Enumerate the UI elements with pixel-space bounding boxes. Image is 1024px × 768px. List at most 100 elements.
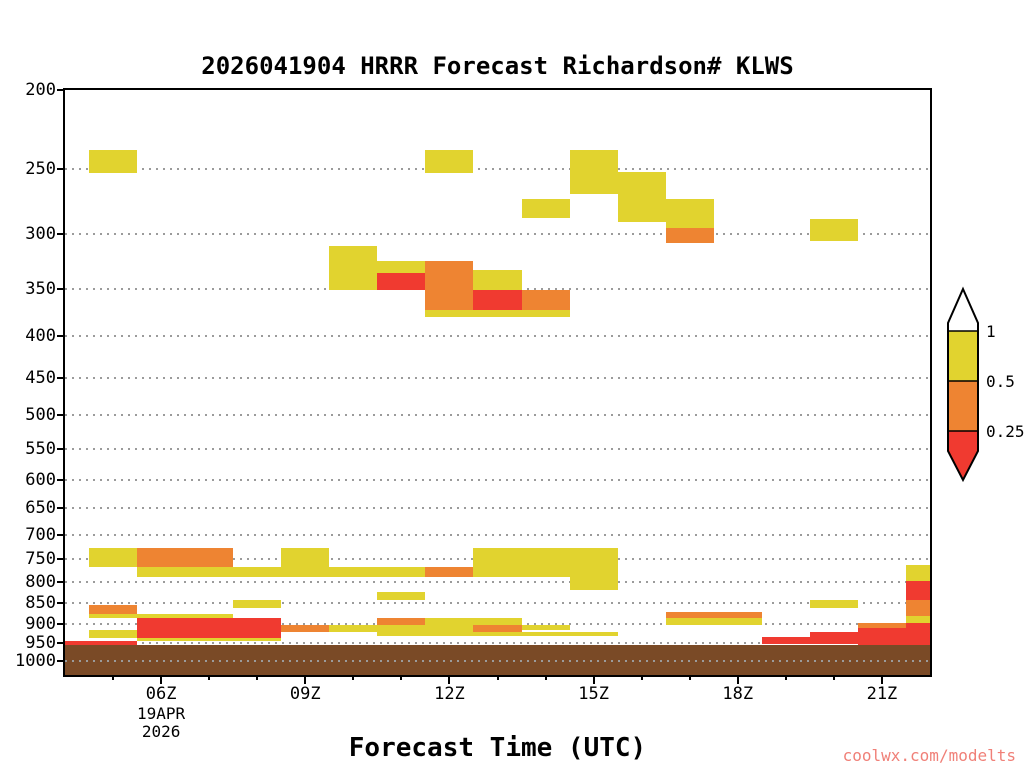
ri-block-y xyxy=(521,624,570,630)
ri-block-o xyxy=(425,261,474,311)
ri-block-r xyxy=(905,622,930,645)
ri-block-y xyxy=(377,261,426,274)
x-tick xyxy=(160,675,163,684)
ri-block-y xyxy=(89,547,138,567)
ri-block-y xyxy=(617,172,666,222)
ri-block-o xyxy=(425,566,474,578)
ri-block-y xyxy=(89,150,138,174)
y-tick xyxy=(57,660,65,663)
ri-block-y xyxy=(137,566,426,578)
y-tick xyxy=(57,602,65,605)
y-tick xyxy=(57,478,65,481)
colorbar-segment-below-0.25 xyxy=(948,431,978,480)
x-tick xyxy=(736,675,739,684)
x-minor-tick xyxy=(400,675,403,680)
y-tick xyxy=(57,376,65,379)
ri-block-o xyxy=(137,547,234,567)
y-tick-label: 650 xyxy=(25,498,56,519)
y-tick xyxy=(57,287,65,290)
ri-block-o xyxy=(377,618,426,625)
grid-line xyxy=(65,168,930,171)
watermark: coolwx.com/modelts xyxy=(842,746,1016,765)
ri-block-y xyxy=(569,547,618,590)
y-tick-label: 500 xyxy=(25,405,56,426)
x-minor-tick xyxy=(688,675,691,680)
date-label-year: 2026 xyxy=(141,722,181,741)
ri-block-r xyxy=(377,273,426,290)
ri-block-y xyxy=(89,629,138,638)
ri-block-o xyxy=(665,227,714,244)
x-tick xyxy=(304,675,307,684)
x-tick-label: 06Z xyxy=(145,684,177,704)
y-tick-label: 550 xyxy=(25,438,56,459)
ri-block-y xyxy=(377,591,426,601)
ri-block-y xyxy=(809,600,858,609)
grid-line xyxy=(65,602,930,605)
grid-line xyxy=(65,447,930,450)
ri-block-r xyxy=(137,618,282,638)
terrain-fill xyxy=(65,644,930,675)
x-minor-tick xyxy=(112,675,115,680)
grid-line xyxy=(65,580,930,583)
grid-line xyxy=(65,641,930,644)
colorbar-label-0.5: 0.5 xyxy=(986,372,1015,391)
grid-line xyxy=(65,414,930,417)
grid-line xyxy=(65,660,930,663)
plot-area xyxy=(65,90,930,675)
y-tick xyxy=(57,414,65,417)
ri-block-y xyxy=(377,631,618,637)
y-tick xyxy=(57,89,65,91)
ri-block-o xyxy=(521,289,570,311)
y-tick-label: 950 xyxy=(25,632,56,653)
chart-title: 2026041904 HRRR Forecast Richardson# KLW… xyxy=(201,52,794,80)
colorbar-segment-0.25-0.5 xyxy=(948,381,978,431)
y-tick xyxy=(57,334,65,337)
y-tick-label: 250 xyxy=(25,159,56,180)
grid-line xyxy=(65,507,930,510)
x-tick-label: 21Z xyxy=(866,684,898,704)
y-tick-label: 850 xyxy=(25,593,56,614)
y-tick-label: 800 xyxy=(25,571,56,592)
ri-block-r xyxy=(65,641,138,645)
ri-block-o xyxy=(857,622,906,629)
y-tick-label: 350 xyxy=(25,278,56,299)
y-tick xyxy=(57,533,65,536)
ri-block-y xyxy=(425,150,474,174)
x-tick xyxy=(448,675,451,684)
ri-block-y xyxy=(281,547,330,567)
grid-line xyxy=(65,533,930,536)
y-tick-label: 400 xyxy=(25,325,56,346)
y-tick-label: 450 xyxy=(25,367,56,388)
grid-line xyxy=(65,232,930,235)
ri-block-y xyxy=(473,269,522,290)
ri-block-y xyxy=(137,637,282,641)
ri-block-y xyxy=(233,600,282,609)
ri-block-y xyxy=(521,199,570,219)
grid-line xyxy=(65,376,930,379)
grid-line xyxy=(65,478,930,481)
y-tick xyxy=(57,447,65,450)
x-tick-label: 09Z xyxy=(289,684,321,704)
x-minor-tick xyxy=(640,675,643,680)
ri-block-y xyxy=(425,618,474,632)
ri-block-o xyxy=(473,624,522,632)
colorbar-segment-above-1 xyxy=(948,289,978,331)
colorbar-label-0.25: 0.25 xyxy=(986,422,1024,441)
date-label-day: 19APR xyxy=(137,704,186,723)
colorbar-segment-0.5-1 xyxy=(948,331,978,381)
x-minor-tick xyxy=(832,675,835,680)
colorbar-svg: 1 0.5 0.25 xyxy=(947,286,1024,483)
y-tick-label: 300 xyxy=(25,223,56,244)
ri-block-y xyxy=(473,618,522,625)
ri-block-y xyxy=(377,624,426,632)
y-tick-label: 600 xyxy=(25,469,56,490)
ri-block-y xyxy=(329,624,378,632)
ri-block-y xyxy=(425,310,570,317)
x-minor-tick xyxy=(784,675,787,680)
y-tick-label: 750 xyxy=(25,549,56,569)
ri-block-r xyxy=(473,289,522,311)
y-tick xyxy=(57,641,65,644)
x-tick xyxy=(592,675,595,684)
y-tick-label: 900 xyxy=(25,613,56,634)
